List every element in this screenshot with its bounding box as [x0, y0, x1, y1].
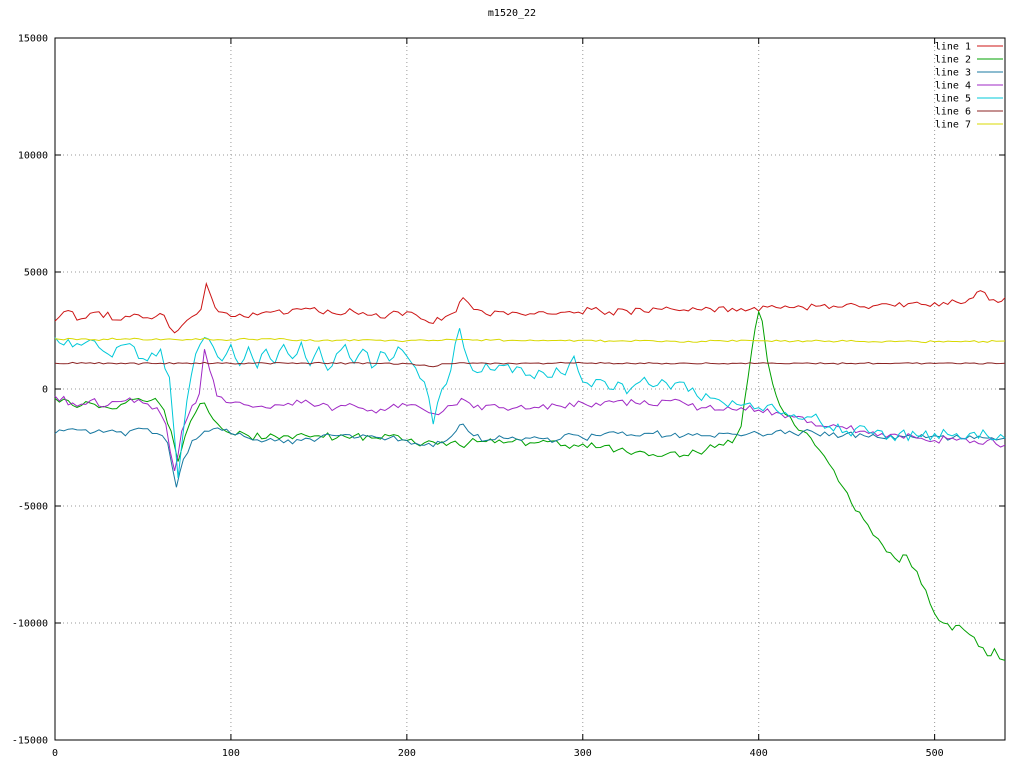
x-tick-label: 400	[750, 748, 768, 759]
series-path-line-2	[54, 310, 1006, 661]
legend-label: line 4	[935, 81, 971, 92]
series-path-line-3	[54, 423, 1006, 488]
series-path-line-5	[54, 328, 1006, 478]
y-tick-label: 15000	[18, 34, 48, 45]
legend-label: line 2	[935, 55, 971, 66]
legend-item: line 7	[935, 120, 1003, 131]
legend-label: line 7	[935, 120, 971, 131]
y-tick-label: -15000	[12, 736, 48, 747]
series-path-line-6	[54, 361, 1006, 368]
legend-item: line 3	[935, 68, 1003, 79]
x-tick-label: 300	[574, 748, 592, 759]
x-tick-label: 200	[398, 748, 416, 759]
series-path-line-1	[54, 281, 1006, 334]
legend-label: line 5	[935, 94, 971, 105]
series-path-line-4	[54, 349, 1006, 472]
legend-label: line 3	[935, 68, 971, 79]
x-tick-label: 100	[222, 748, 240, 759]
legend-item: line 1	[935, 42, 1003, 53]
y-tick-label: 0	[42, 385, 48, 396]
plot-border	[54, 37, 1006, 741]
y-tick-label: -10000	[12, 619, 48, 630]
legend-label: line 1	[935, 42, 971, 53]
y-tick-label: -5000	[18, 502, 48, 513]
y-tick-label: 10000	[18, 151, 48, 162]
chart-title: m1520_22	[487, 8, 537, 19]
x-tick-label: 500	[926, 748, 944, 759]
y-tick-label: 5000	[24, 268, 48, 279]
x-tick-label: 0	[52, 748, 58, 759]
legend-item: line 6	[935, 107, 1003, 118]
legend-item: line 4	[935, 81, 1003, 92]
legend-item: line 5	[935, 94, 1003, 105]
legend-label: line 6	[935, 107, 971, 118]
legend-item: line 2	[935, 55, 1003, 66]
series-path-line-7	[54, 337, 1006, 344]
